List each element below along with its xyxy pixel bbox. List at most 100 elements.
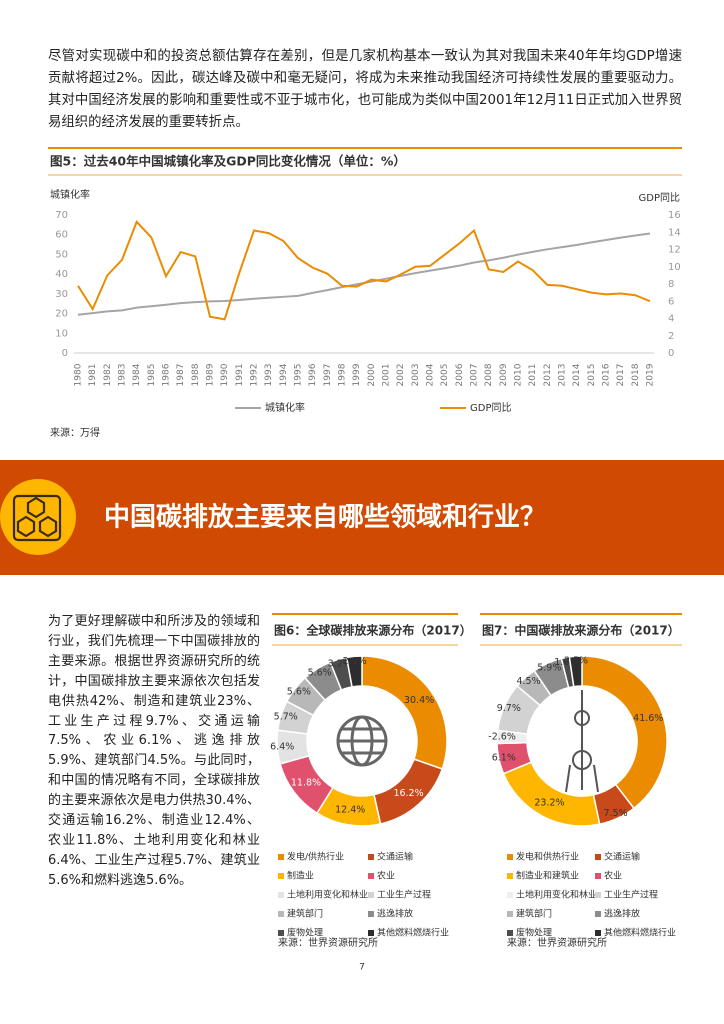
- x-tick-label: 2012: [543, 364, 553, 387]
- data-label: 2.9%: [343, 656, 367, 667]
- x-tick-label: 2014: [572, 363, 582, 386]
- globe-icon: [336, 715, 388, 767]
- legend-label: 土地利用变化和林业: [287, 889, 368, 901]
- body-paragraph: 为了更好理解碳中和所涉及的领域和行业，我们先梳理一下中国碳排放的主要来源。根据世…: [48, 614, 260, 888]
- x-tick-label: 1998: [338, 363, 348, 386]
- x-tick-label: 2017: [616, 364, 626, 387]
- x-tick-label: 1981: [88, 364, 98, 387]
- x-tick-label: 1980: [74, 363, 84, 386]
- legend-swatch: [278, 911, 284, 917]
- legend-swatch: [507, 930, 513, 936]
- data-label: 11.8%: [291, 777, 321, 788]
- legend-label: 发电和供热行业: [516, 851, 579, 863]
- x-tick-label: 2016: [602, 363, 612, 386]
- legend-swatch: [595, 854, 601, 860]
- y-tick-label: 50: [55, 249, 68, 260]
- x-tick-label: 2015: [587, 364, 597, 387]
- legend-swatch: [368, 854, 374, 860]
- legend-label: 交通运输: [604, 851, 640, 863]
- x-tick-label: 2007: [470, 364, 480, 387]
- legend-label: 其他燃料燃烧行业: [604, 927, 676, 939]
- y2-tick-label: 6: [668, 296, 674, 307]
- y-tick-label: 70: [55, 210, 68, 221]
- data-label: 12.4%: [335, 804, 365, 815]
- y-tick-label: 40: [55, 269, 68, 280]
- data-label: 23.2%: [534, 797, 564, 808]
- legend-label: 工业生产过程: [377, 889, 431, 901]
- tower-icon: [565, 690, 599, 793]
- x-tick-label: 1999: [352, 363, 362, 386]
- legend-label: 交通运输: [377, 851, 413, 863]
- y2-tick-label: 8: [668, 279, 674, 290]
- legend-label: 城镇化率: [265, 401, 305, 414]
- y2-tick-label: 10: [668, 262, 681, 273]
- figure-title: 图7：中国碳排放来源分布（2017）: [482, 623, 680, 638]
- x-tick-label: 1983: [118, 364, 128, 387]
- data-label: 7.5%: [603, 808, 627, 819]
- data-label: 41.6%: [633, 713, 663, 724]
- legend-swatch: [368, 873, 374, 879]
- icon-glyph: [12, 494, 62, 542]
- data-line: [77, 220, 651, 321]
- x-tick-label: 1988: [191, 363, 201, 386]
- x-tick-label: 2006: [455, 363, 465, 386]
- data-line: [77, 232, 651, 316]
- x-tick-label: 1992: [250, 364, 260, 387]
- y-tick-label: 30: [55, 289, 68, 300]
- x-tick-label: 1994: [279, 363, 289, 386]
- data-label: 9.7%: [497, 703, 521, 714]
- donut-slice: [581, 655, 668, 810]
- x-tick-label: 2002: [396, 364, 406, 387]
- banner-title: 中国碳排放主要来自哪些领域和行业？: [104, 502, 546, 533]
- legend-swatch: [368, 930, 374, 936]
- x-tick-label: 1990: [220, 363, 230, 386]
- x-tick-label: 2004: [426, 363, 436, 386]
- y2-tick-label: 0: [668, 348, 674, 359]
- x-tick-label: 1989: [206, 363, 216, 386]
- data-label: 6.1%: [492, 752, 516, 763]
- data-label: 5.6%: [287, 686, 311, 697]
- x-tick-label: 2005: [440, 364, 450, 387]
- data-label: 5.9%: [537, 662, 561, 673]
- legend-swatch: [368, 911, 374, 917]
- x-tick-label: 2000: [367, 363, 377, 386]
- legend-label: GDP同比: [470, 402, 511, 414]
- source: 来源：世界资源研究所: [278, 936, 378, 949]
- y2-tick-label: 12: [668, 245, 681, 256]
- x-tick-label: 1996: [308, 363, 318, 386]
- legend-swatch: [507, 892, 513, 898]
- data-label: -2.6%: [488, 732, 516, 743]
- donut-slice: [568, 655, 583, 688]
- legend-label: 制造业和建筑业: [516, 870, 579, 882]
- intro-paragraph: 尽管对实现碳中和的投资总额估算存在差别，但是几家机构基本一致认为其对我国未来40…: [48, 49, 682, 130]
- donut-slice: [502, 761, 601, 827]
- figure-title: 图6：全球碳排放来源分布（2017）: [274, 623, 472, 638]
- source: 来源：万得: [50, 426, 100, 439]
- legend-label: 农业: [604, 870, 622, 882]
- x-tick-label: 1986: [162, 363, 172, 386]
- y-tick-label: 0: [62, 348, 68, 359]
- legend-swatch: [278, 873, 284, 879]
- x-tick-label: 2003: [411, 364, 421, 387]
- legend-label: 其他燃料燃烧行业: [377, 927, 449, 939]
- x-tick-label: 2018: [631, 363, 641, 386]
- legend-label: 建筑部门: [516, 908, 552, 920]
- data-label: 2.5%: [564, 656, 588, 667]
- legend-label: 发电/供热行业: [287, 851, 344, 863]
- y2-tick-label: 14: [668, 227, 681, 238]
- x-tick-label: 1995: [294, 364, 304, 387]
- data-label: 1.6%: [554, 657, 578, 668]
- data-label: 3.2%: [328, 659, 352, 670]
- data-label: 16.2%: [393, 788, 423, 799]
- y2-axis-label: GDP同比: [639, 192, 680, 204]
- data-label: 5.7%: [274, 711, 298, 722]
- legend-label: 建筑部门: [287, 908, 323, 920]
- y-tick-label: 60: [55, 230, 68, 241]
- y-axis-label: 城镇化率: [50, 188, 90, 201]
- legend-swatch: [595, 892, 601, 898]
- x-tick-label: 2019: [646, 363, 656, 386]
- legend-swatch: [507, 873, 513, 879]
- legend-swatch: [595, 930, 601, 936]
- legend-swatch: [278, 930, 284, 936]
